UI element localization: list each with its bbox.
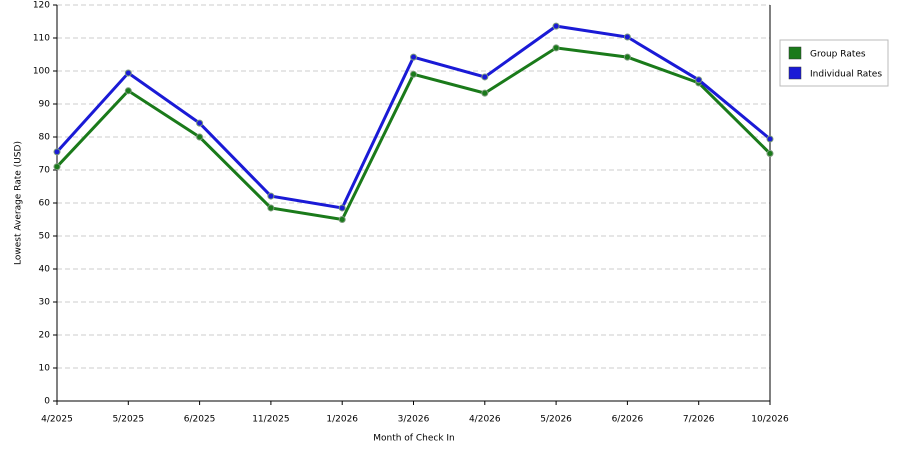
- x-tick-label: 7/2026: [683, 415, 715, 425]
- point: [481, 73, 489, 81]
- x-tick-label: 6/2025: [184, 415, 216, 425]
- y-tick-label: 40: [39, 265, 51, 275]
- point: [623, 53, 631, 61]
- point: [766, 150, 774, 157]
- point: [766, 135, 774, 143]
- x-tick-label: 11/2025: [252, 415, 289, 425]
- y-tick-label: 110: [33, 34, 50, 44]
- x-tick-label: 1/2026: [326, 415, 358, 425]
- point: [267, 192, 275, 200]
- point: [410, 70, 417, 78]
- y-tick-label: 0: [44, 397, 50, 407]
- legend-swatch: [788, 66, 802, 80]
- x-tick-label: 4/2026: [469, 415, 501, 425]
- point: [552, 22, 560, 30]
- x-tick-label: 3/2026: [398, 415, 430, 425]
- point: [53, 148, 61, 156]
- y-tick-label: 70: [39, 166, 51, 176]
- x-tick-label: 5/2026: [540, 415, 572, 425]
- point: [267, 204, 275, 212]
- y-axis-title: Lowest Average Rate (USD): [14, 141, 24, 265]
- point: [623, 33, 631, 41]
- point: [695, 76, 703, 84]
- y-tick-label: 20: [39, 331, 51, 341]
- y-tick-label: 10: [39, 364, 51, 374]
- y-tick-label: 90: [39, 100, 51, 110]
- x-tick-label: 5/2025: [112, 415, 144, 425]
- point: [338, 216, 346, 223]
- y-tick-label: 100: [33, 67, 50, 77]
- point: [196, 133, 204, 141]
- point: [481, 89, 489, 97]
- point: [196, 119, 204, 127]
- y-tick-label: 80: [39, 133, 51, 143]
- x-axis-title: Month of Check In: [373, 434, 455, 444]
- point: [53, 163, 61, 171]
- point: [410, 53, 417, 61]
- point: [124, 69, 132, 77]
- point: [552, 44, 560, 52]
- y-tick-label: 30: [39, 298, 51, 308]
- legend-label: Group Rates: [810, 50, 866, 60]
- x-tick-label: 10/2026: [751, 415, 789, 425]
- legend-swatch: [788, 46, 802, 60]
- y-tick-label: 60: [39, 199, 51, 209]
- x-tick-label: 6/2026: [612, 415, 644, 425]
- x-tick-label: 4/2025: [41, 415, 73, 425]
- point: [124, 87, 132, 95]
- legend-label: Individual Rates: [810, 70, 882, 80]
- y-tick-label: 50: [39, 232, 51, 242]
- point: [338, 204, 346, 212]
- y-tick-label: 120: [33, 1, 50, 11]
